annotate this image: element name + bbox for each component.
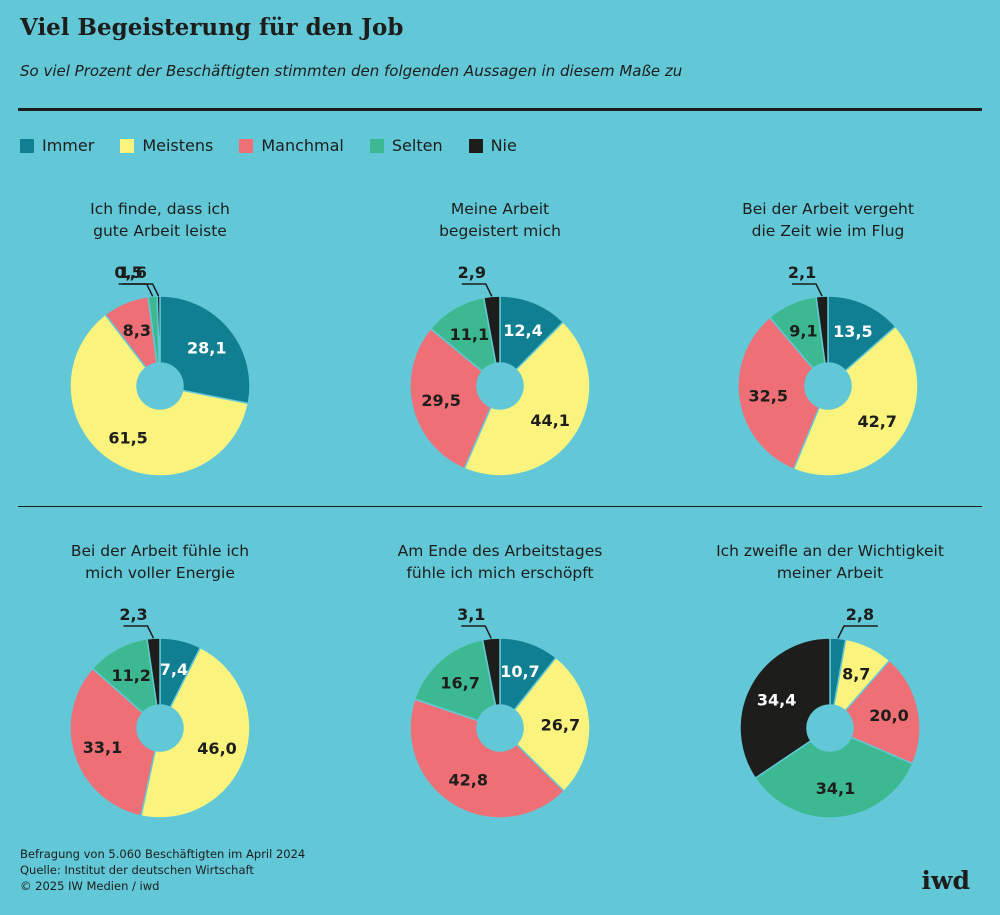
iwd-logo: iwd xyxy=(921,866,971,895)
donut-title-6: Ich zweifle an der Wichtigkeit meiner Ar… xyxy=(716,542,944,582)
donut-title-5: Am Ende des Arbeitstages fühle ich mich … xyxy=(397,542,603,582)
data-label-meistens: 8,7 xyxy=(842,665,870,684)
data-label-meistens: 61,5 xyxy=(108,428,147,447)
donut-hole xyxy=(477,363,523,409)
data-label-selten: 16,7 xyxy=(440,673,479,692)
donut-chart-5: Am Ende des Arbeitstages fühle ich mich … xyxy=(350,540,650,870)
donut-svg-4: 7,4 46,0 33,1 11,2 2,3 xyxy=(69,605,251,819)
data-label-manchmal: 20,0 xyxy=(869,706,908,725)
donut-hole xyxy=(807,705,853,751)
legend-item-nie: Nie xyxy=(468,136,517,155)
data-label-meistens: 26,7 xyxy=(541,715,580,734)
donut-title-3: Bei der Arbeit vergeht die Zeit wie im F… xyxy=(742,200,914,240)
donut-chart-2: Meine Arbeit begeistert mich 12,4 44,1 29,… xyxy=(350,198,650,528)
donut-svg-2: 12,4 44,1 29,5 11,1 2,9 xyxy=(409,263,591,477)
slice-manchmal xyxy=(737,316,821,471)
legend-swatch-meistens xyxy=(120,138,135,153)
legend-label-selten: Selten xyxy=(391,136,443,155)
data-label-selten: 1,6 xyxy=(118,263,146,282)
donut-svg-1: 28,1 61,5 8,3 1,60,5 xyxy=(69,263,251,477)
legend-item-manchmal: Manchmal xyxy=(239,136,344,155)
data-label-manchmal: 8,3 xyxy=(123,321,151,340)
legend-label-meistens: Meistens xyxy=(142,136,214,155)
footer: Befragung von 5.060 Beschäftigten im Apr… xyxy=(20,846,305,894)
data-label-manchmal: 29,5 xyxy=(421,391,460,410)
donut-title-1: Ich finde, dass ich gute Arbeit leiste xyxy=(90,200,230,240)
legend-label-immer: Immer xyxy=(42,136,95,155)
donut-title-4: Bei der Arbeit fühle ich mich voller Ene… xyxy=(70,542,250,582)
chart-subtitle: So viel Prozent der Beschäftigten stimmt… xyxy=(20,62,683,80)
leader-line-nie xyxy=(461,625,492,639)
header-divider xyxy=(18,108,982,111)
data-label-selten: 9,1 xyxy=(789,322,817,341)
data-label-immer: 10,7 xyxy=(500,662,539,681)
data-label-manchmal: 32,5 xyxy=(748,386,787,405)
data-label-immer: 13,5 xyxy=(833,322,872,341)
data-label-immer: 7,4 xyxy=(160,660,188,679)
chart-title: Viel Begeisterung für den Job xyxy=(20,14,404,41)
data-label-manchmal: 42,8 xyxy=(448,770,487,789)
data-label-immer: 28,1 xyxy=(187,339,226,358)
legend-swatch-nie xyxy=(468,138,483,153)
footer-source: Quelle: Institut der deutschen Wirtschaf… xyxy=(20,863,254,877)
legend-item-selten: Selten xyxy=(369,136,443,155)
data-label-nie: 2,9 xyxy=(458,263,486,282)
legend-item-meistens: Meistens xyxy=(120,136,213,155)
donut-svg-6: 2,8 8,7 20,0 34,1 34,4 xyxy=(739,605,921,819)
data-label-meistens: 46,0 xyxy=(197,739,236,758)
legend: Immer Meistens Manchmal Selten Nie xyxy=(20,136,517,155)
donut-chart-3: Bei der Arbeit vergeht die Zeit wie im F… xyxy=(678,198,978,528)
data-label-nie: 3,1 xyxy=(457,605,485,624)
legend-item-immer: Immer xyxy=(20,136,94,155)
data-label-immer: 2,8 xyxy=(846,605,874,624)
legend-swatch-selten xyxy=(369,138,384,153)
donut-hole xyxy=(477,705,523,751)
data-label-meistens: 42,7 xyxy=(857,412,896,431)
donut-chart-1: Ich finde, dass ich gute Arbeit leiste 2… xyxy=(10,198,310,528)
data-label-selten: 34,1 xyxy=(816,779,855,798)
footer-copyright: © 2025 IW Medien / iwd xyxy=(20,879,160,893)
donut-hole xyxy=(137,363,183,409)
donut-svg-5: 10,7 26,7 42,8 16,7 3,1 xyxy=(409,605,591,819)
data-label-nie: 2,1 xyxy=(788,263,816,282)
leader-line-immer xyxy=(837,625,878,639)
donut-hole xyxy=(805,363,851,409)
leader-line-nie xyxy=(118,283,160,297)
donut-chart-6: Ich zweifle an der Wichtigkeit meiner Ar… xyxy=(680,540,980,870)
donut-hole xyxy=(137,705,183,751)
donut-chart-4: Bei der Arbeit fühle ich mich voller Ene… xyxy=(10,540,310,870)
data-label-nie: 34,4 xyxy=(757,691,796,710)
donut-title-2: Meine Arbeit begeistert mich xyxy=(439,200,561,240)
data-label-manchmal: 33,1 xyxy=(83,738,122,757)
legend-label-manchmal: Manchmal xyxy=(261,136,344,155)
donut-svg-3: 13,5 42,7 32,5 9,1 2,1 xyxy=(737,263,919,477)
row-divider xyxy=(18,506,982,507)
legend-label-nie: Nie xyxy=(490,136,517,155)
data-label-meistens: 44,1 xyxy=(530,411,569,430)
leader-line-nie xyxy=(792,283,823,297)
leader-line-nie xyxy=(123,625,155,639)
footer-survey-note: Befragung von 5.060 Beschäftigten im Apr… xyxy=(20,847,306,861)
legend-swatch-immer xyxy=(20,138,34,153)
data-label-selten: 11,2 xyxy=(111,666,150,685)
data-label-selten: 11,1 xyxy=(450,325,489,344)
legend-swatch-manchmal xyxy=(239,138,254,153)
data-label-nie: 0,5 xyxy=(114,263,142,282)
data-label-nie: 2,3 xyxy=(119,605,147,624)
leader-line-selten xyxy=(122,283,154,297)
leader-line-nie xyxy=(461,283,493,297)
data-label-immer: 12,4 xyxy=(503,321,542,340)
